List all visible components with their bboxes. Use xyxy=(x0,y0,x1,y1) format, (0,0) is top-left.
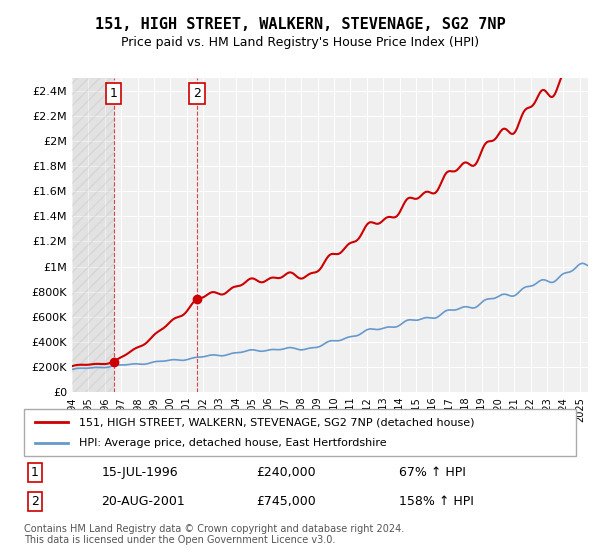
Text: 20-AUG-2001: 20-AUG-2001 xyxy=(101,495,185,508)
Text: Contains HM Land Registry data © Crown copyright and database right 2024.
This d: Contains HM Land Registry data © Crown c… xyxy=(24,524,404,545)
Text: 67% ↑ HPI: 67% ↑ HPI xyxy=(400,465,466,479)
Text: 1: 1 xyxy=(31,465,39,479)
Text: Price paid vs. HM Land Registry's House Price Index (HPI): Price paid vs. HM Land Registry's House … xyxy=(121,36,479,49)
Text: 15-JUL-1996: 15-JUL-1996 xyxy=(101,465,178,479)
FancyBboxPatch shape xyxy=(24,409,576,456)
Text: 2: 2 xyxy=(193,87,201,100)
Text: £240,000: £240,000 xyxy=(256,465,316,479)
Text: 151, HIGH STREET, WALKERN, STEVENAGE, SG2 7NP (detached house): 151, HIGH STREET, WALKERN, STEVENAGE, SG… xyxy=(79,417,475,427)
Text: £745,000: £745,000 xyxy=(256,495,316,508)
Text: 1: 1 xyxy=(110,87,118,100)
Text: 2: 2 xyxy=(31,495,39,508)
Text: 151, HIGH STREET, WALKERN, STEVENAGE, SG2 7NP: 151, HIGH STREET, WALKERN, STEVENAGE, SG… xyxy=(95,17,505,32)
Text: HPI: Average price, detached house, East Hertfordshire: HPI: Average price, detached house, East… xyxy=(79,438,387,448)
Text: 158% ↑ HPI: 158% ↑ HPI xyxy=(400,495,474,508)
